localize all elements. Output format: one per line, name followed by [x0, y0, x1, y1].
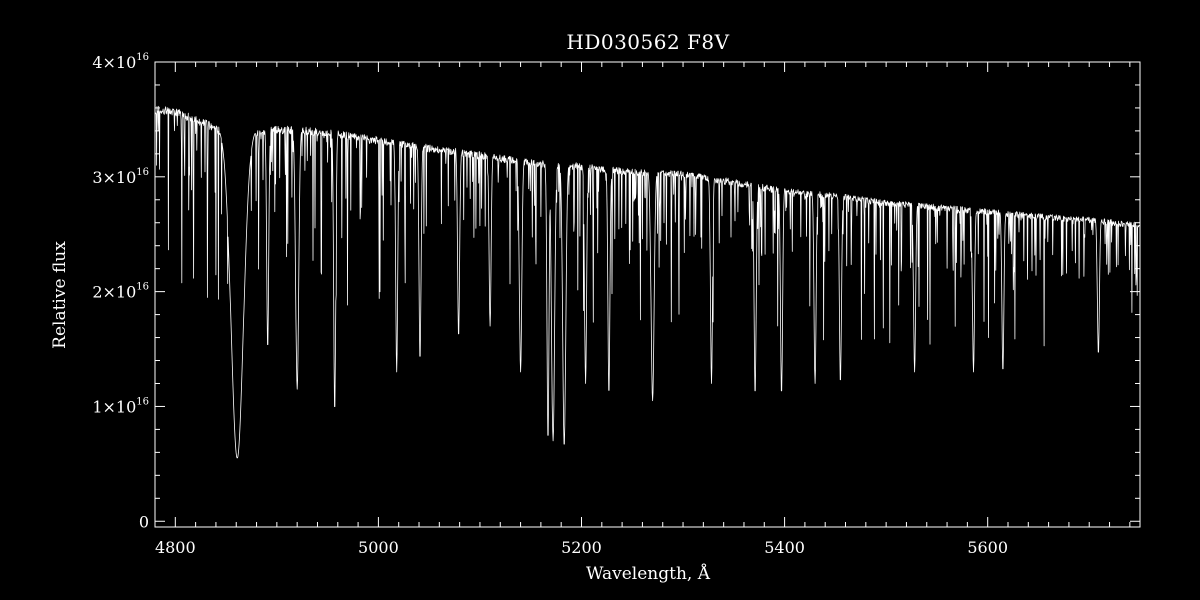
- x-tick-label: 5000: [358, 538, 399, 557]
- y-tick-exponent: 16: [136, 52, 149, 63]
- y-tick-label: 1×1016: [92, 396, 149, 416]
- spectrum-series: [154, 105, 1141, 459]
- y-tick-exponent: 16: [136, 282, 149, 293]
- y-tick-mantissa: 2×10: [92, 283, 136, 302]
- tick-labels: 4800 5000 5200 5400 560001×10162×10163×10164…: [92, 52, 1008, 557]
- x-tick-label: 4800: [155, 538, 196, 557]
- y-tick-label: 0: [139, 512, 149, 531]
- plot-frame: [154, 61, 1141, 528]
- y-tick-label: 2×1016: [92, 282, 149, 302]
- y-tick-mantissa: 3×10: [92, 168, 136, 187]
- x-axis-label: Wavelength, Å: [586, 563, 711, 584]
- y-tick-label: 4×1016: [92, 52, 149, 72]
- y-tick-mantissa: 1×10: [92, 397, 136, 416]
- y-tick-exponent: 16: [136, 167, 149, 178]
- y-axis-label: Relative flux: [50, 241, 70, 349]
- y-tick-mantissa: 4×10: [92, 53, 136, 72]
- x-tick-label: 5600: [967, 538, 1008, 557]
- chart-title: HD030562 F8V: [566, 30, 729, 54]
- y-tick-mantissa: 0: [139, 512, 149, 531]
- y-tick-label: 3×1016: [92, 167, 149, 187]
- spectrum-line: [154, 105, 1141, 459]
- x-tick-label: 5200: [561, 538, 602, 557]
- x-tick-label: 5400: [764, 538, 805, 557]
- y-tick-exponent: 16: [136, 396, 149, 407]
